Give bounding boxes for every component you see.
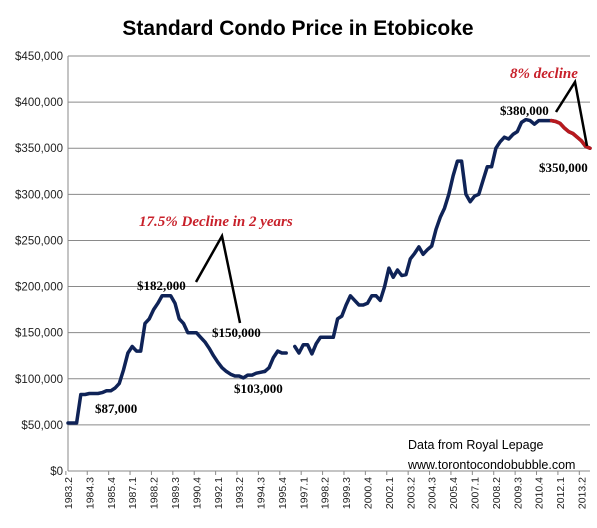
- x-tick-label: 1994.3: [256, 477, 268, 509]
- source-line-1: Data from Royal Lepage: [408, 438, 544, 452]
- decline-segment: [549, 118, 592, 150]
- series-line-1: [66, 294, 267, 425]
- x-tick-label: 1992.1: [213, 477, 225, 509]
- x-tick-label: 2013.2: [576, 477, 588, 509]
- source-line-2: www.torontocondobubble.com: [407, 458, 575, 472]
- x-tick-label: 2005.4: [448, 477, 460, 509]
- x-tick-label: 1987.1: [127, 477, 139, 509]
- decline-annotation-2: 8% decline: [510, 66, 578, 82]
- y-tick-label: $350,000: [15, 143, 63, 155]
- y-tick-label: $250,000: [15, 235, 63, 247]
- pointer-decline-2: [554, 78, 589, 147]
- x-tick-label: 1983.2: [63, 477, 75, 509]
- y-tick-label: $150,000: [15, 328, 63, 340]
- gridlines: [68, 55, 590, 472]
- annotation-pointers: [194, 78, 589, 324]
- x-tick-label: 1999.3: [341, 477, 353, 509]
- label-380000: $380,000: [500, 103, 549, 118]
- x-tick-label: 2000.4: [363, 477, 375, 509]
- price-series: [66, 117, 592, 425]
- x-tick-label: 1993.2: [234, 477, 246, 509]
- label-103000: $103,000: [234, 381, 283, 396]
- y-tick-label: $400,000: [15, 97, 63, 109]
- x-tick-label: 1990.4: [191, 477, 203, 509]
- y-tick-label: $200,000: [15, 282, 63, 294]
- label-350000: $350,000: [539, 160, 588, 175]
- label-87000: $87,000: [95, 401, 137, 416]
- series-line-2: [263, 349, 288, 374]
- decline-annotation-1: 17.5% Decline in 2 years: [139, 214, 293, 230]
- label-150000: $150,000: [212, 325, 261, 340]
- x-tick-label: 2010.4: [534, 477, 546, 509]
- x-tick-label: 2007.1: [469, 477, 481, 509]
- series-line-3: [293, 117, 592, 356]
- x-tick-label: 2008.2: [491, 477, 503, 509]
- x-tick-label: 2009.3: [512, 477, 524, 509]
- annotation-labels: $87,000 $182,000 $150,000 $103,000 $380,…: [95, 66, 588, 472]
- chart-title: Standard Condo Price in Etobicoke: [122, 17, 473, 40]
- y-tick-label: $50,000: [21, 420, 63, 432]
- x-tick-label: 1984.3: [84, 477, 96, 509]
- label-182000: $182,000: [137, 278, 186, 293]
- x-tick-label: 1988.2: [149, 477, 161, 509]
- x-tick-label: 1995.4: [277, 477, 289, 509]
- x-tick-label: 2004.3: [427, 477, 439, 509]
- x-tick-label: 2012.1: [555, 477, 567, 509]
- x-axis: 1983.2 1984.3 1985.4 1987.1 1988.2 1989.3 1990…: [63, 470, 590, 509]
- y-tick-label: $300,000: [15, 189, 63, 201]
- y-axis: $0 $50,000 $100,000 $150,000 $200,000 $250,00…: [15, 51, 69, 478]
- y-tick-label: $450,000: [15, 51, 63, 63]
- y-tick-label: $100,000: [15, 374, 63, 386]
- x-tick-label: 1998.2: [320, 477, 332, 509]
- x-tick-label: 2003.2: [405, 477, 417, 509]
- x-tick-label: 1985.4: [106, 477, 118, 509]
- x-tick-label: 1989.3: [170, 477, 182, 509]
- y-tick-label: $0: [50, 466, 63, 478]
- x-tick-label: 1997.1: [298, 477, 310, 509]
- x-tick-label: 2002.1: [384, 477, 396, 509]
- pointer-decline-1: [194, 232, 242, 324]
